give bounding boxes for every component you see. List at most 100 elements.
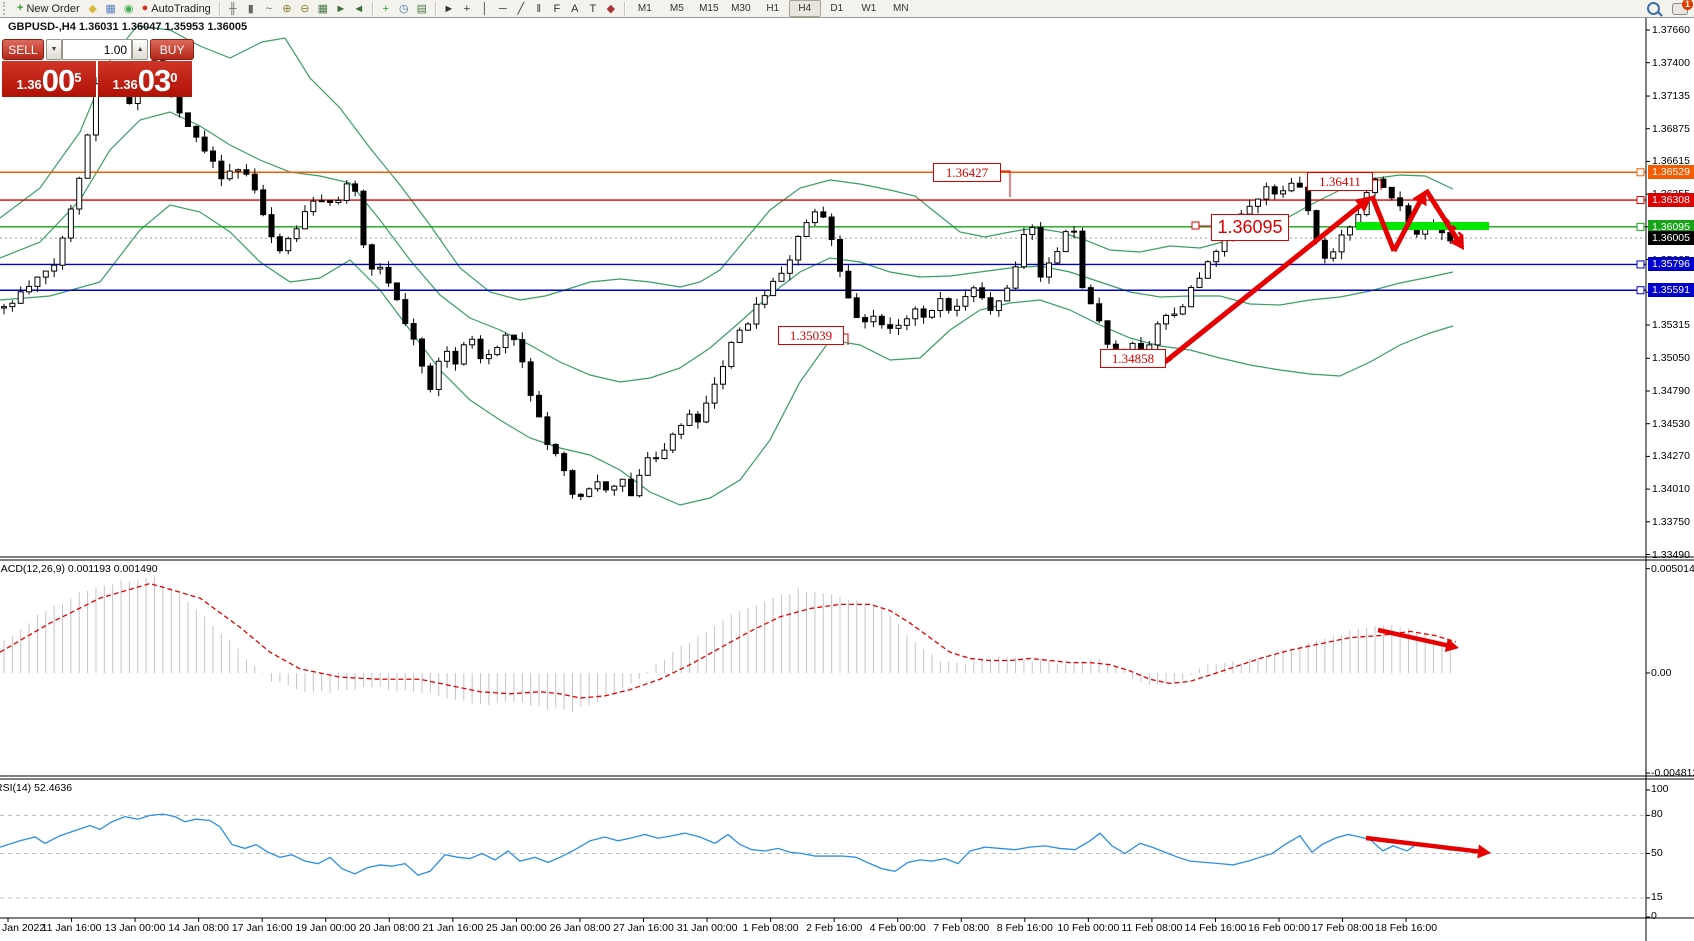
object-group: + ◷ ▤ bbox=[377, 1, 431, 16]
toolbar-separator bbox=[218, 1, 220, 16]
date-axis-label: 25 Jan 00:00 bbox=[486, 922, 547, 934]
auto-scroll-icon[interactable]: ► bbox=[335, 2, 347, 15]
metaeditor-icon[interactable]: ◆ bbox=[88, 3, 97, 15]
timeframe-w1[interactable]: W1 bbox=[861, 3, 877, 14]
toolbar: + New Order ◆ ▦ ◉ ● AutoTrading ╫ ▮ ~ ⊕ ⊖ ▦ ► ◄… bbox=[0, 0, 1694, 18]
rsi-axis-tick: 80 bbox=[1651, 808, 1663, 821]
zoom-out-icon[interactable]: ⊖ bbox=[300, 3, 310, 15]
chart-type-group: ╫ ▮ ~ ⊕ ⊖ ▦ ► ◄ bbox=[224, 1, 368, 16]
timeframe-m5[interactable]: M5 bbox=[669, 3, 684, 14]
fibonacci-icon[interactable]: F bbox=[553, 2, 561, 15]
toolbar-grip[interactable] bbox=[3, 2, 10, 15]
crosshair-icon[interactable]: + bbox=[463, 2, 471, 15]
timeframe-mn[interactable]: MN bbox=[893, 3, 909, 14]
bar-chart-icon[interactable]: ╫ bbox=[228, 2, 237, 15]
timeframe-m30[interactable]: M30 bbox=[731, 3, 751, 14]
date-axis-label: 17 Jan 16:00 bbox=[231, 922, 293, 934]
cursor-icon[interactable]: ► bbox=[443, 2, 455, 15]
chart-shift-icon[interactable]: ◄ bbox=[353, 2, 365, 15]
new-chart-icon[interactable]: + bbox=[382, 2, 390, 15]
date-axis-label: 10 Feb 00:00 bbox=[1057, 922, 1120, 934]
pane-separators bbox=[0, 18, 1694, 941]
date-axis-label: Jan 2022 bbox=[2, 922, 46, 934]
horizontal-lines[interactable] bbox=[0, 168, 1646, 295]
arrows-icon[interactable]: ◆ bbox=[606, 3, 616, 15]
price-axis-tick: 1.36875 bbox=[1652, 122, 1690, 135]
buy-price-display[interactable]: 1.36 03 0 bbox=[98, 61, 192, 97]
toolbar-separator bbox=[623, 1, 625, 16]
search-icon[interactable] bbox=[1647, 2, 1660, 15]
price-tag: 1.36308 bbox=[1648, 193, 1694, 208]
sell-price-display[interactable]: 1.36 00 5 bbox=[2, 61, 96, 97]
new-order-icon: + bbox=[17, 2, 24, 14]
tile-windows-icon[interactable]: ▦ bbox=[317, 3, 329, 15]
text-icon[interactable]: A bbox=[571, 2, 579, 15]
analysis-annotations[interactable] bbox=[842, 170, 1491, 859]
price-tag: 1.36095 bbox=[1648, 219, 1694, 234]
line-chart-icon[interactable]: ~ bbox=[265, 2, 273, 15]
date-axis-label: 11 Feb 08:00 bbox=[1121, 922, 1183, 934]
new-order-label: New Order bbox=[26, 2, 80, 15]
sell-button[interactable]: SELL bbox=[2, 39, 44, 60]
period-icon[interactable]: ◷ bbox=[399, 3, 409, 15]
one-click-trading-panel: SELL ▼ ▲ BUY 1.36 00 5 1.36 03 0 bbox=[2, 39, 194, 97]
terminal-icon[interactable]: ▦ bbox=[105, 3, 116, 15]
chat-icon[interactable]: 1 bbox=[1672, 0, 1693, 15]
sell-price-small: 1.36 bbox=[16, 77, 42, 92]
price-axis-tick: 1.37660 bbox=[1652, 24, 1690, 36]
toolbar-separator bbox=[434, 1, 436, 16]
template-icon[interactable]: ▤ bbox=[416, 3, 428, 15]
price-axis-tick: 1.33750 bbox=[1652, 515, 1690, 528]
price-tag: 1.36005 bbox=[1648, 231, 1694, 246]
new-order-button[interactable]: + New Order bbox=[13, 1, 84, 16]
zoom-in-icon[interactable]: ⊕ bbox=[282, 3, 292, 15]
timeframe-h4[interactable]: H4 bbox=[788, 0, 821, 17]
date-axis-label: 1 Feb 08:00 bbox=[742, 922, 799, 934]
price-label[interactable]: 1.36095 bbox=[1211, 214, 1289, 241]
macd-axis-tick: 0.00 bbox=[1651, 667, 1672, 679]
timeframe-m1[interactable]: M1 bbox=[637, 3, 652, 14]
volume-down-button[interactable]: ▼ bbox=[45, 39, 63, 60]
price-axis-tick: 1.34010 bbox=[1652, 483, 1690, 496]
timeframe-h1[interactable]: H1 bbox=[766, 3, 780, 14]
autotrading-icon: ● bbox=[141, 2, 149, 14]
sell-price-big: 00 bbox=[41, 63, 75, 98]
price-label[interactable]: 1.34858 bbox=[1100, 349, 1166, 368]
trendline-icon[interactable]: ╱ bbox=[517, 3, 525, 15]
date-axis-label: 17 Feb 08:00 bbox=[1311, 922, 1374, 934]
buy-button[interactable]: BUY bbox=[150, 39, 194, 60]
date-axis-label: 4 Feb 00:00 bbox=[869, 922, 926, 934]
candlestick-icon[interactable]: ▮ bbox=[247, 3, 254, 15]
date-axis-label: 18 Feb 16:00 bbox=[1375, 922, 1438, 934]
autotrading-label: AutoTrading bbox=[151, 2, 211, 15]
vertical-line-icon[interactable]: │ bbox=[481, 2, 489, 15]
timeframe-d1[interactable]: D1 bbox=[830, 3, 844, 14]
rsi-axis-tick: 100 bbox=[1651, 783, 1669, 795]
price-axis-tick: 1.37400 bbox=[1652, 56, 1690, 69]
price-label[interactable]: 1.35039 bbox=[778, 326, 844, 345]
volume-input[interactable] bbox=[62, 39, 133, 60]
buy-price-big: 03 bbox=[137, 63, 171, 98]
date-axis-label: 16 Feb 00:00 bbox=[1248, 922, 1310, 934]
market-watch-icon[interactable]: ◉ bbox=[123, 3, 134, 15]
rsi-indicator bbox=[0, 813, 1646, 899]
volume-up-button[interactable]: ▲ bbox=[132, 39, 149, 60]
toolbar-separator bbox=[371, 1, 373, 16]
timeframe-m15[interactable]: M15 bbox=[699, 3, 719, 14]
autotrading-button[interactable]: ● AutoTrading bbox=[138, 1, 215, 16]
rsi-axis-tick: 50 bbox=[1651, 846, 1663, 859]
price-axis-tick: 1.36615 bbox=[1652, 155, 1690, 168]
rsi-axis-tick: 15 bbox=[1651, 890, 1663, 903]
price-axis-tick: 1.34270 bbox=[1652, 450, 1690, 463]
label-icon[interactable]: T bbox=[589, 2, 597, 15]
macd-axis-tick: 0.005014 bbox=[1651, 562, 1694, 575]
price-label[interactable]: 1.36411 bbox=[1307, 172, 1373, 191]
price-label[interactable]: 1.36427 bbox=[933, 163, 1001, 182]
macd-indicator bbox=[0, 576, 1457, 712]
date-axis-label: 13 Jan 00:00 bbox=[104, 922, 166, 934]
channel-icon[interactable]: ‖ bbox=[536, 2, 542, 15]
horizontal-line-icon[interactable]: ─ bbox=[498, 2, 507, 15]
date-axis-label: 14 Feb 16:00 bbox=[1184, 922, 1247, 934]
price-axis-tick: 1.35315 bbox=[1652, 318, 1690, 331]
